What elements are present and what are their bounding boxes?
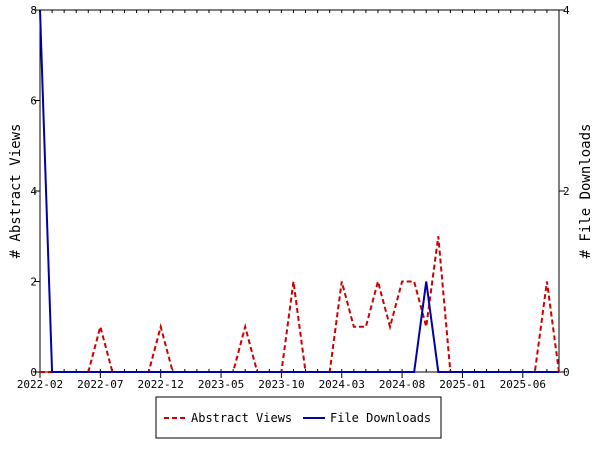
y-tick-label-0: 0 — [30, 366, 37, 379]
plot-area — [39, 9, 560, 373]
legend-label-abstract-views: Abstract Views — [191, 411, 292, 425]
legend-label-file-downloads: File Downloads — [330, 411, 431, 425]
y2-tick-label-4: 4 — [563, 4, 570, 17]
x-tick-label-2024-08: 2024-08 — [379, 378, 425, 391]
series-line-file-downloads — [39, 9, 559, 373]
x-tick-label-2022-02: 2022-02 — [17, 378, 63, 391]
y-axis-title-right: # File Downloads — [578, 124, 594, 259]
y-axis-right: 0 2 4 — [559, 4, 570, 379]
x-tick-label-2023-10: 2023-10 — [258, 378, 304, 391]
y-axis-left: 0 2 4 6 8 — [30, 4, 40, 379]
y-tick-label-4: 4 — [30, 185, 37, 198]
y-tick-label-8: 8 — [30, 4, 37, 17]
x-tick-label-2023-05: 2023-05 — [198, 378, 244, 391]
legend-box — [155, 396, 442, 439]
legend: Abstract Views File Downloads — [155, 396, 442, 439]
y-axis-title-left: # Abstract Views — [8, 124, 24, 259]
y2-tick-label-0: 0 — [563, 366, 570, 379]
x-tick-label-2024-03: 2024-03 — [319, 378, 365, 391]
x-tick-label-2022-07: 2022-07 — [77, 378, 123, 391]
y-tick-label-2: 2 — [30, 276, 37, 289]
y2-tick-label-2: 2 — [563, 185, 570, 198]
x-tick-label-2025-06: 2025-06 — [500, 378, 546, 391]
series-lines — [39, 9, 560, 373]
y-tick-label-6: 6 — [30, 95, 37, 108]
x-tick-label-2025-01: 2025-01 — [439, 378, 485, 391]
x-axis: 2022-02 2022-07 2022-12 2023-05 2023-10 2024-… — [17, 372, 546, 391]
x-tick-label-2022-12: 2022-12 — [138, 378, 184, 391]
